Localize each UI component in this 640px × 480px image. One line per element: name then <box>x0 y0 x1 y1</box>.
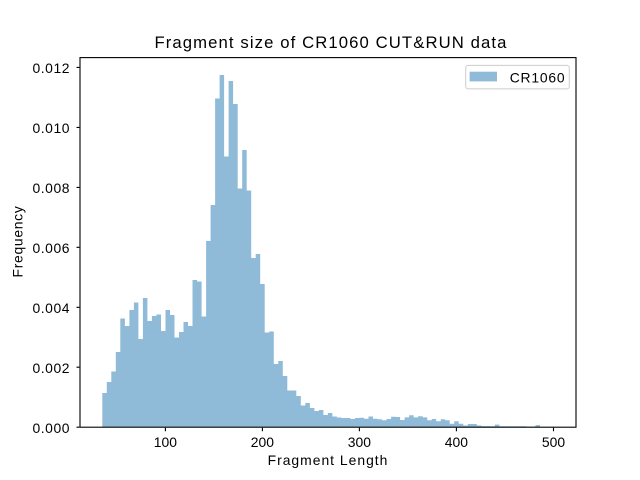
svg-text:CR1060: CR1060 <box>510 69 566 85</box>
svg-text:0.004: 0.004 <box>32 300 70 316</box>
svg-text:0.002: 0.002 <box>32 360 70 376</box>
svg-text:Fragment size of CR1060 CUT&RU: Fragment size of CR1060 CUT&RUN data <box>154 33 507 52</box>
svg-text:0.000: 0.000 <box>32 420 70 436</box>
svg-text:100: 100 <box>154 434 177 450</box>
svg-text:0.012: 0.012 <box>32 60 70 76</box>
svg-text:400: 400 <box>445 434 468 450</box>
svg-text:Frequency: Frequency <box>9 206 25 278</box>
svg-text:0.006: 0.006 <box>32 240 70 256</box>
svg-text:200: 200 <box>251 434 274 450</box>
svg-text:0.008: 0.008 <box>32 180 70 196</box>
svg-text:0.010: 0.010 <box>32 120 70 136</box>
svg-text:500: 500 <box>542 434 565 450</box>
svg-text:300: 300 <box>348 434 371 450</box>
svg-text:Fragment Length: Fragment Length <box>268 452 389 468</box>
